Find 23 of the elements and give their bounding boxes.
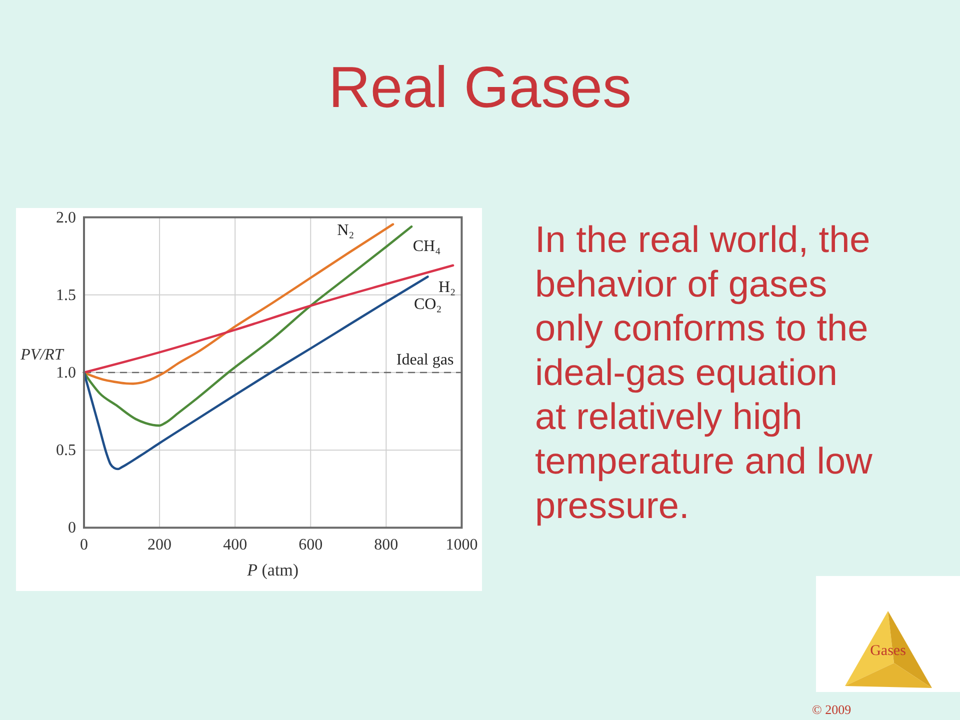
series-label: N₂ bbox=[337, 222, 354, 239]
x-tick-label: 0 bbox=[80, 536, 88, 554]
y-tick-label: 1.0 bbox=[56, 364, 76, 382]
text: In the real world, the behavior of gases only conforms to the ideal-gas equation at relatively high temperature and low pressure. bbox=[535, 219, 873, 526]
series-label: H₂ bbox=[438, 279, 456, 296]
y-tick-label: 2.0 bbox=[56, 209, 76, 226]
chart-title: Real Gases bbox=[328, 55, 632, 120]
line-series bbox=[82, 264, 454, 374]
series-label: CO₂ bbox=[414, 296, 442, 314]
y-tick-label: 0.5 bbox=[56, 442, 76, 460]
text: © 2009 bbox=[812, 702, 852, 717]
y-axis-title: PV/RT bbox=[20, 346, 64, 364]
series-label: CH₄ bbox=[412, 238, 442, 255]
y-tick-label: 1.5 bbox=[56, 286, 76, 304]
ref-line-label: Ideal gas bbox=[396, 352, 454, 368]
x-tick-label: 600 bbox=[298, 536, 323, 554]
x-tick-label: 1000 bbox=[446, 536, 478, 554]
y-tick-label: 0 bbox=[68, 520, 76, 537]
text: Gases bbox=[870, 643, 906, 659]
x-tick-label: 200 bbox=[148, 536, 172, 554]
x-tick-label: 400 bbox=[223, 536, 248, 554]
x-tick-label: 800 bbox=[374, 536, 398, 554]
x-axis-title: P (atm) bbox=[246, 560, 299, 580]
